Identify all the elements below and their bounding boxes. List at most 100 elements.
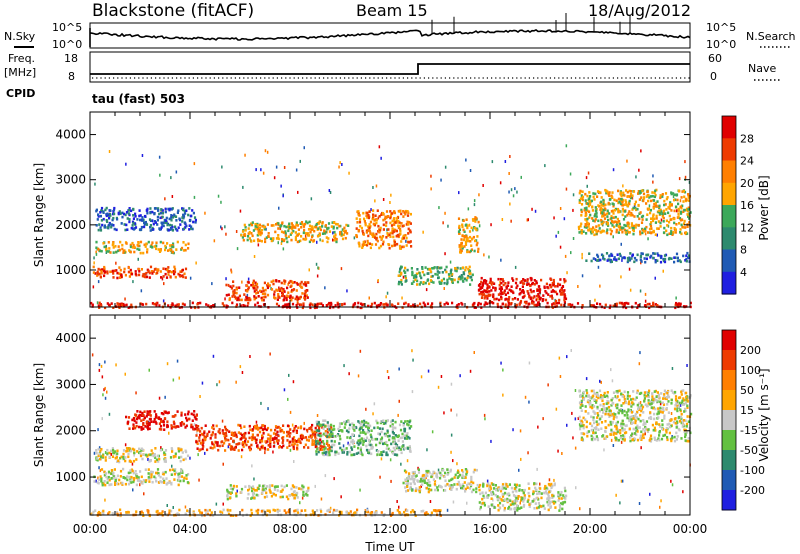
range-cell bbox=[291, 437, 294, 441]
range-cell bbox=[99, 211, 102, 214]
speckle bbox=[247, 277, 250, 281]
range-cell bbox=[357, 301, 360, 305]
range-cell bbox=[580, 222, 583, 226]
range-cell bbox=[679, 228, 682, 231]
range-cell bbox=[243, 223, 246, 227]
speckle bbox=[92, 285, 95, 289]
speckle bbox=[656, 233, 658, 237]
range-cell bbox=[107, 241, 110, 244]
range-cell bbox=[460, 238, 463, 241]
range-cell bbox=[224, 436, 227, 440]
range-cell bbox=[105, 214, 108, 218]
range-cell bbox=[229, 446, 232, 450]
range-cell bbox=[250, 512, 253, 515]
speckle bbox=[98, 466, 100, 470]
range-cell bbox=[367, 304, 370, 308]
range-cell bbox=[461, 266, 464, 269]
range-cell bbox=[109, 223, 112, 226]
range-cell bbox=[406, 423, 409, 426]
range-cell bbox=[666, 196, 669, 199]
range-cell bbox=[607, 193, 610, 196]
range-cell bbox=[114, 450, 117, 453]
range-cell bbox=[251, 496, 254, 500]
range-cell bbox=[256, 227, 259, 231]
speckle bbox=[449, 260, 452, 264]
range-cell bbox=[622, 218, 626, 221]
range-cell bbox=[181, 302, 184, 306]
range-cell bbox=[270, 288, 274, 291]
range-cell bbox=[580, 231, 583, 235]
range-cell bbox=[665, 229, 668, 233]
range-cell bbox=[440, 266, 443, 270]
range-cell bbox=[307, 439, 310, 442]
range-cell bbox=[172, 242, 175, 246]
range-cell bbox=[628, 195, 632, 198]
range-cell bbox=[231, 447, 234, 451]
speckle bbox=[338, 165, 340, 169]
range-cell bbox=[264, 448, 267, 451]
range-cell bbox=[632, 226, 635, 230]
range-cell bbox=[619, 199, 622, 203]
range-cell bbox=[295, 221, 298, 224]
speckle bbox=[204, 211, 206, 215]
range-cell bbox=[196, 442, 199, 445]
range-cell bbox=[420, 510, 423, 513]
range-cell bbox=[289, 432, 292, 435]
range-cell bbox=[440, 279, 443, 282]
range-cell bbox=[662, 216, 665, 220]
range-cell bbox=[521, 289, 524, 292]
range-cell bbox=[379, 303, 382, 307]
range-cell bbox=[171, 302, 174, 305]
range-cell bbox=[105, 219, 108, 222]
speckle bbox=[640, 149, 642, 153]
range-cell bbox=[199, 433, 202, 437]
range-cell bbox=[146, 425, 149, 429]
speckle bbox=[304, 234, 307, 238]
range-cell bbox=[394, 228, 397, 232]
range-cell bbox=[238, 286, 241, 289]
range-cell bbox=[323, 232, 327, 235]
range-cell bbox=[259, 233, 262, 237]
speckle bbox=[563, 217, 566, 221]
speckle bbox=[329, 506, 332, 510]
range-cell bbox=[409, 305, 413, 308]
range-cell bbox=[147, 269, 150, 273]
range-cell bbox=[159, 418, 162, 421]
range-cell bbox=[338, 442, 341, 445]
range-cell bbox=[180, 411, 183, 415]
range-cell bbox=[472, 302, 475, 306]
range-cell bbox=[261, 428, 265, 431]
range-cell bbox=[180, 475, 183, 478]
range-cell bbox=[377, 224, 380, 228]
range-cell bbox=[129, 471, 132, 474]
range-cell bbox=[658, 204, 661, 208]
range-cell bbox=[656, 252, 659, 255]
speckle bbox=[442, 221, 444, 225]
speckle bbox=[621, 258, 623, 262]
range-cell bbox=[327, 237, 330, 240]
speckle bbox=[483, 413, 486, 417]
range-cell bbox=[663, 260, 667, 264]
range-cell bbox=[390, 442, 393, 446]
range-cell bbox=[167, 270, 171, 273]
range-cell bbox=[97, 228, 100, 232]
range-cell bbox=[135, 421, 138, 424]
range-cell bbox=[228, 298, 231, 302]
range-cell bbox=[299, 239, 302, 243]
range-cell bbox=[628, 199, 631, 203]
range-cell bbox=[173, 265, 176, 269]
range-cell bbox=[128, 207, 131, 210]
range-cell bbox=[366, 510, 370, 514]
range-cell bbox=[252, 494, 255, 497]
range-cell bbox=[299, 512, 302, 515]
range-cell bbox=[264, 489, 267, 492]
speckle bbox=[520, 457, 522, 461]
range-cell bbox=[102, 242, 105, 245]
range-cell bbox=[486, 290, 489, 294]
range-cell bbox=[618, 252, 621, 256]
range-cell bbox=[148, 480, 151, 483]
range-cell bbox=[393, 438, 396, 442]
range-cell bbox=[166, 481, 169, 485]
range-cell bbox=[155, 413, 158, 416]
range-cell bbox=[367, 426, 370, 430]
